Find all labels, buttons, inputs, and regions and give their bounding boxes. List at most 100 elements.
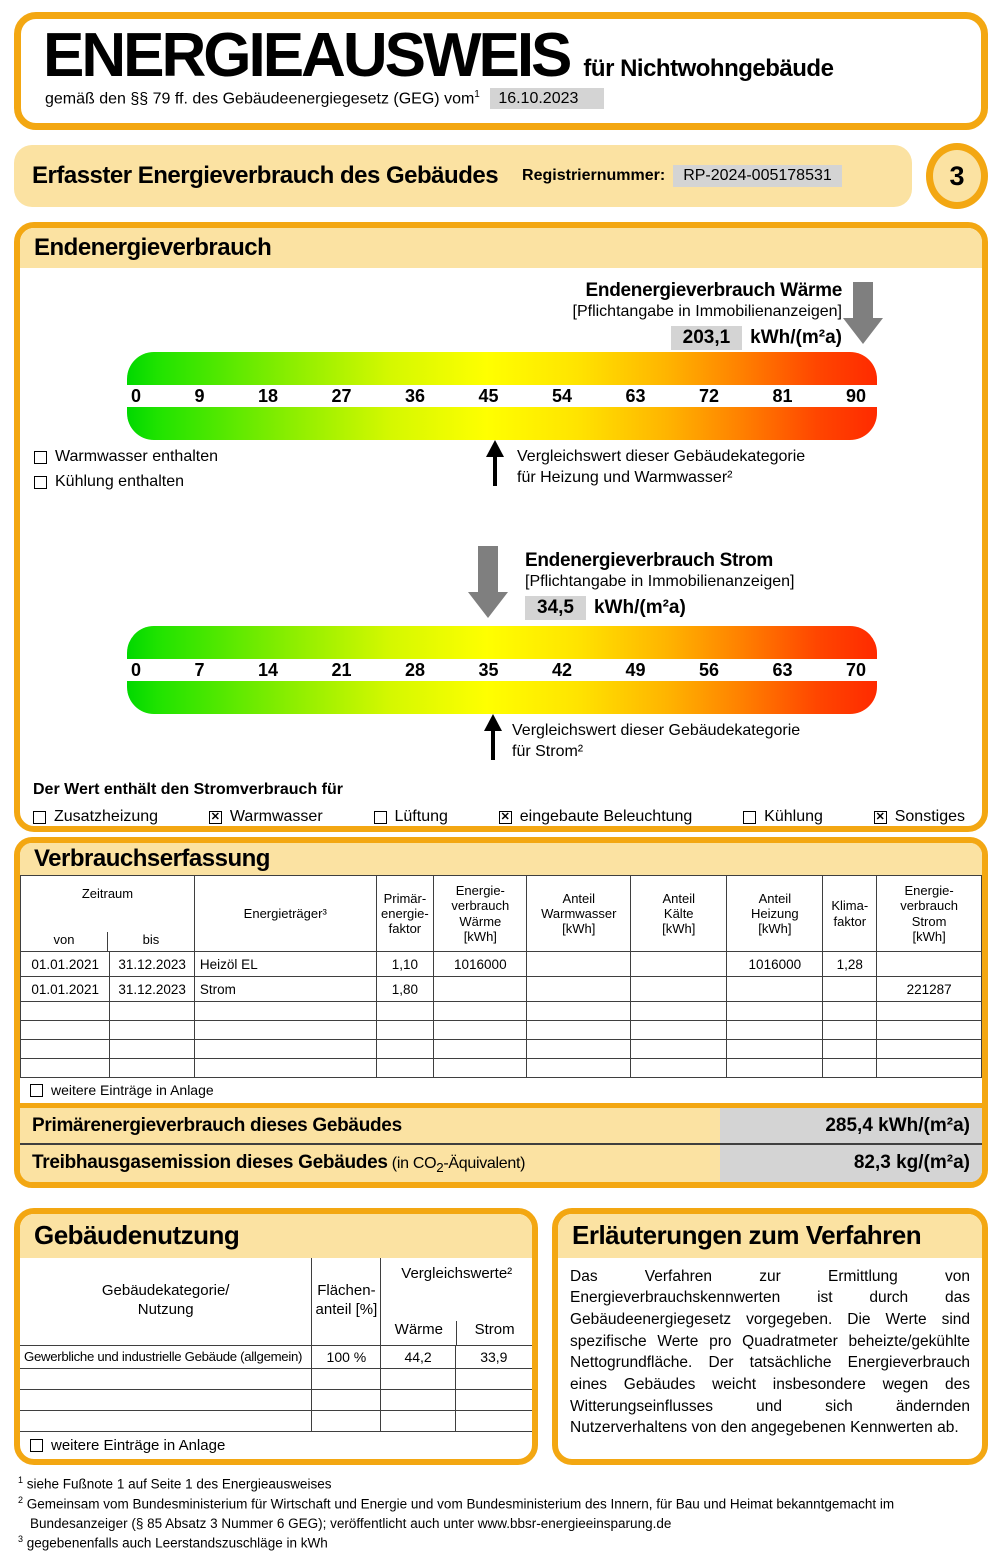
checkbox-label: Kühlung enthalten <box>55 473 184 491</box>
erlaeuterungen-box: Erläuterungen zum Verfahren Das Verfahre… <box>552 1208 988 1465</box>
table-row-empty <box>21 1021 982 1040</box>
col-energieverbrauch-waerme: Energie- verbrauch Wärme [kWh] <box>434 876 527 952</box>
scale-tick-label: 81 <box>772 386 792 407</box>
checkbox-item[interactable]: Warmwasser enthalten <box>34 448 218 466</box>
footnote: 2 Gemeinsam vom Bundesministerium für Wi… <box>18 1494 988 1534</box>
waerme-scale-area: Endenergieverbrauch Wärme [Pflichtangabe… <box>20 268 982 542</box>
checkbox-item[interactable]: Lüftung <box>374 808 448 826</box>
erlaeuterungen-text: Das Verfahren zur Ermittlung von Energie… <box>558 1258 982 1448</box>
checkbox-icon[interactable] <box>33 811 46 824</box>
table-cell <box>631 952 727 977</box>
checkbox-icon[interactable]: ✕ <box>874 811 887 824</box>
page-section-title: Erfasster Energieverbrauch des Gebäudes <box>32 162 498 190</box>
col-primaerenergiefaktor: Primär- energie- faktor <box>376 876 434 952</box>
col-vergleich-strom: Strom <box>456 1321 532 1345</box>
document-title: ENERGIEAUSWEIS <box>43 25 569 87</box>
scale-tick-label: 27 <box>331 386 351 407</box>
scale-tick-label: 49 <box>625 660 645 681</box>
col-klimafaktor: Klima- faktor <box>823 876 877 952</box>
table-row-empty <box>21 1002 982 1021</box>
verbrauchserfassung-header: Verbrauchserfassung <box>20 843 982 875</box>
table-cell: Gewerbliche und industrielle Gebäude (al… <box>20 1345 312 1368</box>
strom-subtitle: [Pflichtangabe in Immobilienanzeigen] <box>525 573 795 591</box>
endenergieverbrauch-box: Endenergieverbrauch Endenergieverbrauch … <box>14 222 988 832</box>
strom-value-field: 34,5 <box>525 596 586 620</box>
scale-tick-label: 72 <box>699 386 719 407</box>
waerme-vergleichswert-label: Vergleichswert dieser Gebäudekategorie f… <box>517 446 805 488</box>
strom-includes-label: Der Wert enthält den Stromverbrauch für <box>33 781 969 799</box>
table-cell: 33,9 <box>455 1345 532 1368</box>
waerme-unit: kWh/(m²a) <box>750 327 842 348</box>
checkbox-item[interactable]: ✕ Sonstiges <box>874 808 965 826</box>
checkbox-label: Sonstiges <box>895 808 965 826</box>
law-reference: gemäß den §§ 79 ff. des Gebäudeenergiege… <box>43 89 959 108</box>
checkbox-item[interactable]: ✕eingebaute Beleuchtung <box>499 808 693 826</box>
checkbox-item[interactable]: Zusatzheizung <box>33 808 158 826</box>
strom-unit: kWh/(m²a) <box>594 597 686 618</box>
waerme-title: Endenergieverbrauch Wärme <box>573 280 843 302</box>
table-cell: 01.01.2021 <box>21 977 110 1002</box>
gebaeudenutzung-box: Gebäudenutzung Gebäudekategorie/ Nutzung… <box>14 1208 538 1465</box>
checkbox-item[interactable]: Kühlung enthalten <box>34 473 218 491</box>
waerme-subtitle: [Pflichtangabe in Immobilienanzeigen] <box>573 303 843 321</box>
scale-tick-label: 7 <box>194 660 204 681</box>
col-anteil-warmwasser: Anteil Warmwasser [kWh] <box>527 876 631 952</box>
scale-tick-label: 0 <box>131 660 141 681</box>
table-cell <box>823 977 877 1002</box>
scale-tick-label: 90 <box>846 386 866 407</box>
col-gebaeudekategorie: Gebäudekategorie/ Nutzung <box>20 1258 312 1346</box>
primaerenergie-row: Primärenergieverbrauch dieses Gebäudes 2… <box>20 1108 982 1145</box>
checkbox-icon[interactable]: ✕ <box>499 811 512 824</box>
table-cell: 44,2 <box>381 1345 455 1368</box>
table-row-empty <box>20 1389 532 1410</box>
checkbox-icon[interactable] <box>34 476 47 489</box>
waerme-value-block: Endenergieverbrauch Wärme [Pflichtangabe… <box>573 280 843 350</box>
col-von: von <box>21 932 107 951</box>
checkbox-item[interactable]: ✕Warmwasser <box>209 808 323 826</box>
strom-vergleichswert-label: Vergleichswert dieser Gebäudekategorie f… <box>512 720 800 762</box>
table-row-empty <box>21 1040 982 1059</box>
table-row: Gewerbliche und industrielle Gebäude (al… <box>20 1345 532 1368</box>
checkbox-icon[interactable]: ✕ <box>209 811 222 824</box>
scale-tick-label: 28 <box>405 660 425 681</box>
scale-tick-label: 36 <box>405 386 425 407</box>
table-cell: 1016000 <box>434 952 527 977</box>
gebaeude-more-entries-note: weitere Einträge in Anlage <box>20 1432 532 1459</box>
endenergieverbrauch-title: Endenergieverbrauch <box>34 234 271 262</box>
checkbox-icon[interactable] <box>30 1439 43 1452</box>
checkbox-label: Kühlung <box>764 808 823 826</box>
checkbox-icon[interactable] <box>30 1084 43 1097</box>
document-title-suffix: für Nichtwohngebäude <box>583 55 833 83</box>
verbrauchserfassung-title: Verbrauchserfassung <box>34 845 270 873</box>
scale-tick-label: 9 <box>194 386 204 407</box>
checkbox-icon[interactable] <box>374 811 387 824</box>
summary-rows: Primärenergieverbrauch dieses Gebäudes 2… <box>20 1103 982 1181</box>
verbrauchserfassung-box: Verbrauchserfassung Zeitraum von bis <box>14 837 988 1188</box>
strom-scale-area: Endenergieverbrauch Strom [Pflichtangabe… <box>20 542 982 779</box>
verbrauch-more-entries-note: weitere Einträge in Anlage <box>20 1078 982 1103</box>
table-cell: 1016000 <box>727 952 823 977</box>
table-cell: 1,80 <box>376 977 434 1002</box>
scale-tick-label: 18 <box>258 386 278 407</box>
table-cell: 1,10 <box>376 952 434 977</box>
table-cell <box>434 977 527 1002</box>
checkbox-item[interactable]: Kühlung <box>743 808 823 826</box>
checkbox-icon[interactable] <box>34 451 47 464</box>
table-row-empty <box>20 1410 532 1431</box>
table-cell <box>727 977 823 1002</box>
table-cell: Heizöl EL <box>194 952 376 977</box>
checkbox-icon[interactable] <box>743 811 756 824</box>
arrow-down-icon <box>843 282 883 344</box>
law-date-field: 16.10.2023 <box>490 88 604 109</box>
arrow-up-icon <box>484 714 502 760</box>
table-cell <box>527 952 631 977</box>
table-cell: 221287 <box>877 977 982 1002</box>
scale-tick-label: 70 <box>846 660 866 681</box>
strom-includes-section: Der Wert enthält den Stromverbrauch für … <box>20 779 982 826</box>
scale-tick-label: 14 <box>258 660 278 681</box>
